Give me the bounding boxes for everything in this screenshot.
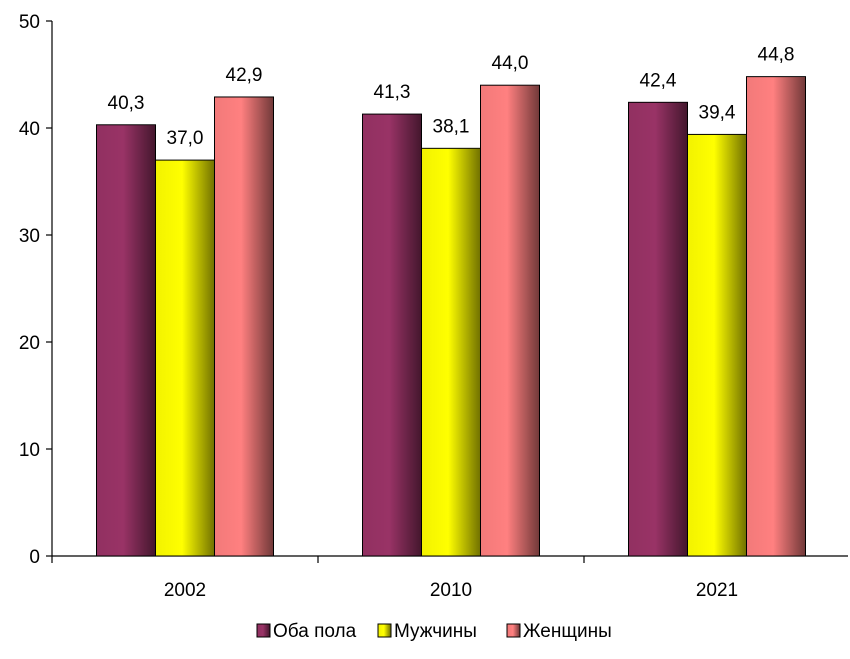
y-tick-label: 20: [19, 333, 40, 354]
legend-label: Оба пола: [273, 621, 357, 642]
bar-shading: [688, 134, 746, 556]
data-label: 39,4: [699, 102, 736, 123]
bar-shading: [747, 77, 805, 556]
data-label: 37,0: [167, 128, 204, 149]
data-label: 41,3: [374, 82, 411, 103]
bar-shading: [422, 148, 480, 556]
x-category-label: 2021: [696, 580, 738, 601]
bar-shading: [97, 125, 155, 556]
y-tick-label: 10: [19, 440, 40, 461]
legend-swatch-shading: [378, 624, 391, 637]
bar-shading: [481, 85, 539, 556]
data-label: 44,0: [492, 53, 529, 74]
x-category-label: 2010: [430, 580, 472, 601]
data-label: 42,4: [640, 70, 677, 91]
y-tick-label: 50: [19, 12, 40, 33]
axes: 0 10 20 30 40 50 2002 2010 2021: [19, 12, 848, 601]
legend: Оба пола Мужчины Женщины: [256, 621, 612, 642]
data-label: 42,9: [226, 65, 263, 86]
legend-label: Мужчины: [394, 621, 477, 642]
legend-label: Женщины: [523, 621, 612, 642]
data-labels: 40,3 37,0 42,9 41,3 38,1 44,0 42,4 39,4 44,8: [108, 45, 795, 149]
bar-shading: [363, 114, 421, 556]
data-label: 40,3: [108, 93, 145, 114]
bar-shading: [629, 102, 687, 556]
y-tick-label: 40: [19, 119, 40, 140]
legend-swatch-shading: [257, 624, 270, 637]
bar-shading: [215, 97, 273, 556]
bars: [96, 76, 806, 557]
y-tick-label: 30: [19, 226, 40, 247]
data-label: 44,8: [758, 45, 795, 66]
y-tick-label: 0: [29, 547, 40, 568]
x-category-label: 2002: [164, 580, 206, 601]
data-label: 38,1: [433, 116, 470, 137]
legend-swatch-shading: [507, 624, 520, 637]
bar-shading: [156, 160, 214, 556]
